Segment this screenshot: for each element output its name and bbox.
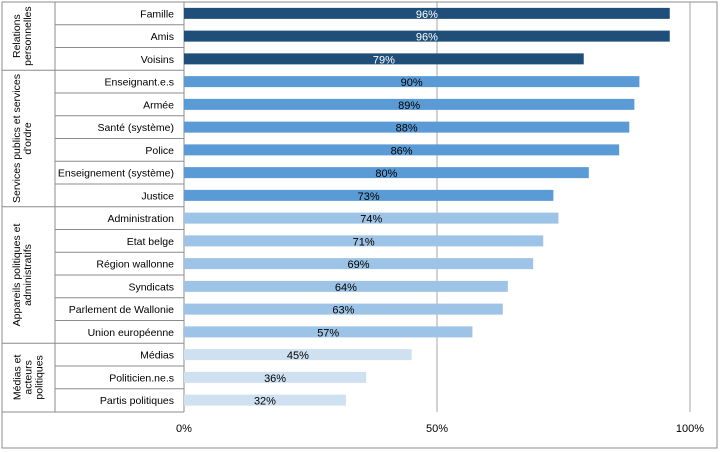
category-label: Santé (système) xyxy=(98,122,174,134)
bar xyxy=(184,30,670,42)
bar xyxy=(184,326,473,338)
bar xyxy=(184,235,544,247)
x-tick-label: 50% xyxy=(426,423,448,435)
category-label: Amis xyxy=(151,31,174,43)
category-label: Politicien.ne.s xyxy=(109,372,174,384)
category-label: Voisins xyxy=(141,54,174,66)
bar xyxy=(184,7,670,19)
category-label: Région wallonne xyxy=(96,259,174,271)
data-label: 86% xyxy=(391,145,413,157)
group-label: Médias etacteurspolitiques xyxy=(12,355,46,401)
data-label: 74% xyxy=(360,214,382,226)
category-label: Police xyxy=(145,145,174,157)
bar xyxy=(184,98,635,110)
bar xyxy=(184,349,412,361)
category-label: Partis politiques xyxy=(100,395,174,407)
x-tick-label: 0% xyxy=(176,423,192,435)
bar xyxy=(184,53,584,65)
data-label: 88% xyxy=(396,123,418,135)
bar xyxy=(184,394,346,406)
bar xyxy=(184,303,503,315)
data-label: 79% xyxy=(373,54,395,66)
bar xyxy=(184,189,554,201)
bar xyxy=(184,371,367,383)
data-label: 71% xyxy=(353,236,375,248)
data-label: 73% xyxy=(358,191,380,203)
group-label: Appareils politiques etadministratifs xyxy=(11,224,34,327)
data-label: 80% xyxy=(375,168,397,180)
category-label: Enseignement (système) xyxy=(58,168,174,180)
bar xyxy=(184,144,620,156)
data-label: 36% xyxy=(264,373,286,385)
data-label: 89% xyxy=(398,100,420,112)
category-label: Médias xyxy=(140,350,174,362)
bar xyxy=(184,280,508,292)
data-label: 45% xyxy=(287,350,309,362)
bar xyxy=(184,167,589,179)
category-label: Justice xyxy=(141,190,174,202)
data-label: 69% xyxy=(348,259,370,271)
bar xyxy=(184,258,534,270)
category-label: Armée xyxy=(143,99,174,111)
data-label: 32% xyxy=(254,396,276,408)
data-label: 57% xyxy=(317,327,339,339)
data-label: 96% xyxy=(416,32,438,44)
bar xyxy=(184,121,630,133)
category-label: Syndicats xyxy=(128,281,174,293)
category-label: Parlement de Wallonie xyxy=(69,304,174,316)
category-label: Administration xyxy=(107,213,174,225)
category-label: Enseignant.e.s xyxy=(105,77,174,89)
data-label: 63% xyxy=(332,305,354,317)
x-tick-label: 100% xyxy=(676,423,704,435)
bar xyxy=(184,212,559,224)
group-label: Relationspersonnelles xyxy=(11,6,34,66)
group-label: Services publics et servicesd'ordre xyxy=(11,74,34,203)
category-label: Union européenne xyxy=(88,327,175,339)
data-label: 90% xyxy=(401,77,423,89)
category-label: Famille xyxy=(140,8,174,20)
data-label: 64% xyxy=(335,282,357,294)
data-label: 96% xyxy=(416,9,438,21)
bar xyxy=(184,76,640,88)
category-label: Etat belge xyxy=(127,236,174,248)
